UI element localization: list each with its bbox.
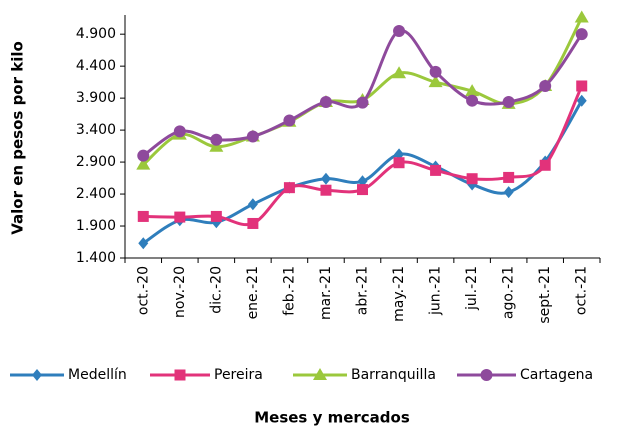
data-point (283, 182, 295, 194)
legend-marker (32, 369, 42, 381)
data-point (466, 94, 479, 107)
data-point (173, 125, 186, 138)
x-tick-label: jun.-21 (428, 266, 444, 316)
x-tick-label: mar.-21 (318, 266, 334, 320)
legend-label: Barranquilla (351, 367, 436, 383)
y-axis-title: Valor en pesos por kilo (9, 41, 27, 235)
data-point (357, 184, 368, 196)
legend-marker (480, 369, 493, 381)
data-point (174, 211, 186, 223)
y-tick-label: 3.900 (76, 90, 116, 106)
data-point (429, 65, 442, 78)
x-tick-label: may.-21 (391, 266, 407, 322)
data-point (539, 159, 551, 171)
data-point (247, 198, 258, 211)
y-tick-label: 4.900 (76, 26, 116, 42)
x-tick-label: sept.-21 (537, 266, 553, 324)
data-point (320, 172, 331, 185)
data-point (574, 10, 589, 23)
data-point (466, 173, 478, 185)
x-tick-label: oct.-21 (574, 266, 590, 315)
data-point (137, 149, 150, 162)
x-tick-label: jul.-21 (464, 266, 480, 311)
legend-label: Cartagena (520, 367, 593, 383)
y-tick-label: 2.400 (76, 186, 116, 202)
series-line (142, 16, 584, 166)
y-tick-label: 3.400 (76, 122, 116, 138)
x-tick-label: abr.-21 (355, 266, 371, 315)
data-point (209, 139, 224, 152)
data-point (393, 157, 405, 169)
data-point (539, 79, 552, 92)
data-point (319, 95, 332, 108)
data-point (428, 75, 443, 88)
data-point (503, 186, 514, 199)
y-tick-label: 4.400 (76, 58, 116, 74)
x-axis-title: Meses y mercados (254, 409, 410, 427)
x-tick-label: dic.-20 (208, 266, 224, 314)
data-point (136, 157, 151, 170)
legend-label: Pereira (214, 367, 263, 383)
y-tick-label: 2.900 (76, 154, 116, 170)
x-tick-label: oct.-20 (135, 266, 151, 315)
legend-marker (313, 368, 327, 380)
data-point (210, 210, 222, 222)
data-point (283, 114, 296, 127)
series-line (142, 99, 584, 245)
data-point (393, 24, 406, 37)
data-point (320, 184, 332, 196)
x-tick-label: nov.-20 (172, 266, 188, 318)
data-point (576, 80, 588, 92)
legend-label: Medellín (68, 367, 127, 383)
data-point (137, 210, 149, 222)
data-point (210, 133, 223, 146)
data-point (138, 237, 149, 250)
y-tick-label: 1.400 (76, 250, 116, 266)
data-point (503, 171, 515, 183)
data-point (575, 28, 588, 41)
data-point (465, 84, 480, 97)
data-point (356, 96, 369, 109)
data-point (430, 164, 442, 176)
x-tick-label: ago.-21 (501, 266, 517, 319)
data-point (246, 130, 259, 143)
data-point (502, 95, 515, 108)
x-tick-label: ene.-21 (245, 266, 261, 319)
data-point (576, 94, 587, 107)
legend-marker (174, 369, 186, 381)
data-point (392, 66, 407, 79)
x-tick-label: feb.-21 (281, 266, 297, 316)
data-point (247, 217, 259, 229)
y-tick-label: 1.900 (76, 218, 116, 234)
